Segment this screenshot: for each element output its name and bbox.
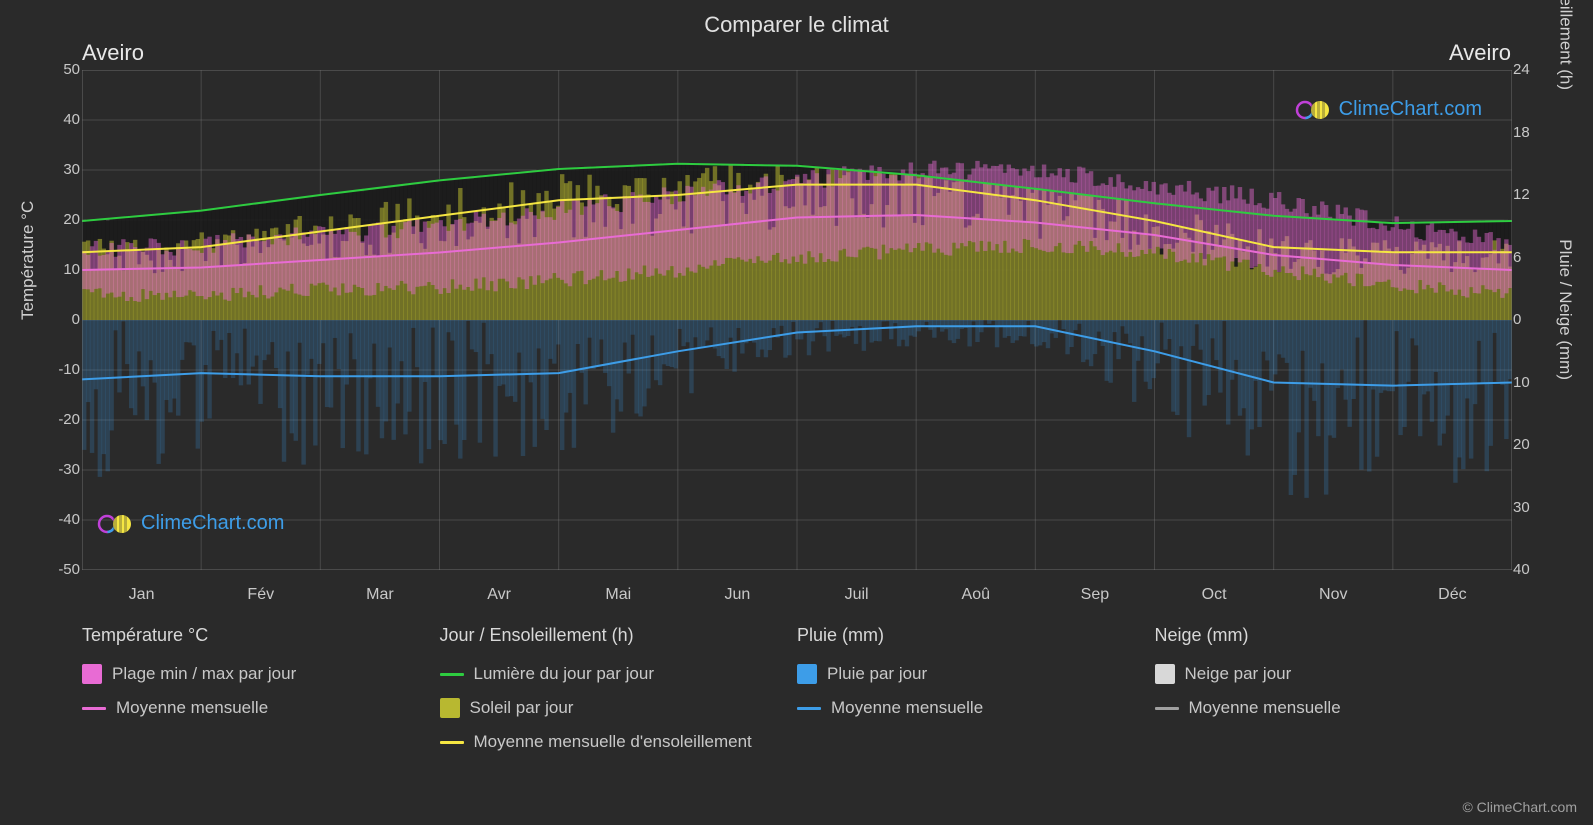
plot-area: ClimeChart.com ClimeChart.com: [82, 70, 1512, 570]
legend-col-rain: Pluie (mm) Pluie par jour Moyenne mensue…: [797, 625, 1155, 752]
y-right-tick: 12: [1513, 186, 1530, 203]
y-right-tick: 30: [1513, 499, 1530, 516]
city-label-right: Aveiro: [1449, 40, 1511, 66]
y-right-tick: 10: [1513, 374, 1530, 391]
watermark-bottom: ClimeChart.com: [97, 512, 284, 535]
month-label: Avr: [487, 586, 511, 604]
legend-item-sunshine-avg: Moyenne mensuelle d'ensoleillement: [440, 732, 798, 752]
logo-icon: [1295, 99, 1333, 121]
legend-col-snow: Neige (mm) Neige par jour Moyenne mensue…: [1155, 625, 1513, 752]
legend-header-temp: Température °C: [82, 625, 440, 646]
swatch-sunshine: [440, 698, 460, 718]
y-axis-right-label-top: Jour / Ensoleillement (h): [1555, 0, 1575, 90]
legend-item-temp-avg: Moyenne mensuelle: [82, 698, 440, 718]
y-left-tick: 50: [42, 61, 80, 78]
legend: Température °C Plage min / max par jour …: [82, 625, 1512, 752]
y-left-tick: 10: [42, 261, 80, 278]
y-left-tick: -30: [42, 461, 80, 478]
y-left-tick: -20: [42, 411, 80, 428]
legend-item-rain-avg: Moyenne mensuelle: [797, 698, 1155, 718]
legend-item-daylight: Lumière du jour par jour: [440, 664, 798, 684]
month-label: Fév: [247, 586, 274, 604]
y-axis-left-label: Température °C: [18, 201, 38, 320]
copyright: © ClimeChart.com: [1462, 799, 1577, 815]
legend-header-daylight: Jour / Ensoleillement (h): [440, 625, 798, 646]
month-label: Sep: [1081, 586, 1109, 604]
legend-col-temp: Température °C Plage min / max par jour …: [82, 625, 440, 752]
y-left-tick: 0: [42, 311, 80, 328]
y-left-tick: -50: [42, 561, 80, 578]
month-label: Nov: [1319, 586, 1347, 604]
month-label: Jun: [725, 586, 751, 604]
logo-icon: [97, 513, 135, 535]
plot-svg: [82, 70, 1512, 570]
month-label: Déc: [1438, 586, 1466, 604]
y-right-tick: 24: [1513, 61, 1530, 78]
swatch-daylight: [440, 673, 464, 676]
legend-header-snow: Neige (mm): [1155, 625, 1513, 646]
y-left-tick: 30: [42, 161, 80, 178]
swatch-snow-daily: [1155, 664, 1175, 684]
month-label: Aoû: [962, 586, 990, 604]
chart-container: Comparer le climat Aveiro Aveiro Tempéra…: [0, 0, 1593, 825]
watermark-top: ClimeChart.com: [1295, 98, 1482, 121]
legend-item-rain-daily: Pluie par jour: [797, 664, 1155, 684]
city-label-left: Aveiro: [82, 40, 144, 66]
swatch-rain-avg: [797, 707, 821, 710]
legend-item-temp-range: Plage min / max par jour: [82, 664, 440, 684]
swatch-rain-daily: [797, 664, 817, 684]
x-axis-ticks: Jan Fév Mar Avr Mai Jun Juil Aoû Sep Oct Nov Déc: [82, 580, 1512, 610]
month-label: Jan: [129, 586, 155, 604]
month-label: Juil: [845, 586, 869, 604]
swatch-temp-range: [82, 664, 102, 684]
swatch-snow-avg: [1155, 707, 1179, 710]
y-right-tick: 0: [1513, 311, 1521, 328]
legend-item-snow-daily: Neige par jour: [1155, 664, 1513, 684]
y-axis-right-ticks: 2418126010203040: [1513, 70, 1551, 570]
legend-header-rain: Pluie (mm): [797, 625, 1155, 646]
legend-item-snow-avg: Moyenne mensuelle: [1155, 698, 1513, 718]
y-left-tick: 20: [42, 211, 80, 228]
month-label: Mai: [605, 586, 631, 604]
y-left-tick: 40: [42, 111, 80, 128]
chart-title: Comparer le climat: [0, 0, 1593, 38]
swatch-sunshine-avg: [440, 741, 464, 744]
y-right-tick: 18: [1513, 124, 1530, 141]
y-axis-left-ticks: 50403020100-10-20-30-40-50: [42, 70, 80, 570]
y-right-tick: 20: [1513, 436, 1530, 453]
swatch-temp-avg: [82, 707, 106, 710]
y-right-tick: 40: [1513, 561, 1530, 578]
y-left-tick: -10: [42, 361, 80, 378]
y-right-tick: 6: [1513, 249, 1521, 266]
month-label: Oct: [1202, 586, 1227, 604]
legend-item-sunshine: Soleil par jour: [440, 698, 798, 718]
y-left-tick: -40: [42, 511, 80, 528]
month-label: Mar: [366, 586, 394, 604]
y-axis-right-label-bottom: Pluie / Neige (mm): [1555, 239, 1575, 380]
legend-col-daylight: Jour / Ensoleillement (h) Lumière du jou…: [440, 625, 798, 752]
